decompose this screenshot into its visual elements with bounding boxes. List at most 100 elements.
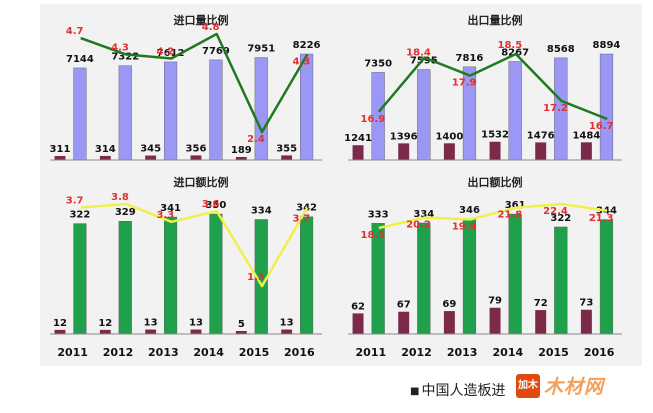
chart-2-bar-small-2016 [580, 142, 592, 160]
watermark-logo: 加木 [516, 373, 540, 398]
chart-1-label-big-2013: 7612 [157, 48, 185, 59]
chart-1-bar-big-2013 [164, 61, 178, 161]
chart-4-bar-big-2013 [462, 218, 477, 335]
chart-2-bar-small-2015 [535, 142, 547, 160]
chart-1-line-label-2015: 2.4 [247, 134, 265, 145]
chart-1-bar-big-2016 [300, 53, 314, 161]
chart-2-bar-big-2016 [599, 53, 614, 161]
chart-3-bar-big-2012 [118, 220, 132, 335]
chart-2-label-big-2013: 7816 [456, 53, 484, 64]
chart-4-tick-2015: 2015 [538, 346, 569, 359]
chart-3-bar-small-2013 [145, 329, 157, 334]
chart-4-bar-small-2012 [398, 311, 410, 334]
chart-4-tick-2014: 2014 [493, 346, 524, 359]
chart-2-line-label-2011: 16.9 [360, 114, 385, 125]
chart-3-label-big-2012: 329 [115, 207, 136, 218]
chart-4-bar-big-2016 [599, 219, 614, 335]
watermark-text: 木材网 [544, 376, 605, 398]
chart-3-line-label-2013: 3.3 [156, 210, 174, 221]
chart-1-line-label-2012: 4.3 [111, 42, 129, 53]
chart-4-line-label-2015: 22.4 [543, 206, 568, 217]
chart-4-label-small-2016: 73 [579, 298, 593, 309]
chart-3-line-label-2012: 3.8 [111, 192, 129, 203]
chart-2-title: 出口量比例 [468, 13, 523, 27]
chart-4-line-label-2011: 18.5 [360, 230, 385, 241]
chart-4-bar-small-2015 [535, 310, 547, 334]
chart-4-label-big-2011: 333 [368, 209, 389, 220]
chart-2-line-label-2013: 17.9 [452, 78, 477, 89]
chart-3-line [80, 202, 309, 288]
chart-2-label-small-2014: 1532 [481, 130, 509, 141]
chart-2-label-small-2011: 1241 [344, 133, 372, 144]
chart-4-label-big-2015: 322 [550, 213, 571, 224]
chart-3-label-small-2011: 12 [53, 318, 67, 329]
chart-2-bar-small-2014 [489, 141, 501, 160]
chart-3-tick-2013: 2013 [148, 346, 179, 359]
chart-4-line-label-2014: 21.8 [497, 210, 522, 221]
chart-2-line-label-2016: 16.7 [589, 121, 614, 132]
chart-3-bar-big-2013 [164, 216, 178, 335]
chart-3-line-label-2015: 1.5 [247, 272, 265, 283]
caption-marker: ■ [410, 386, 420, 397]
chart-3-label-big-2011: 322 [69, 210, 90, 221]
chart-1-bar-small-2011 [54, 155, 66, 160]
chart-2-line [377, 52, 608, 121]
chart-2-bar-big-2014 [508, 61, 522, 161]
chart-4-bar-small-2011 [352, 313, 364, 334]
chart-4-bar-small-2013 [443, 311, 455, 334]
chart-1-bar-small-2015 [235, 157, 247, 160]
chart-1-label-big-2015: 7951 [247, 44, 275, 55]
chart-1-label-big-2011: 7144 [66, 54, 94, 65]
chart-3-tick-2012: 2012 [103, 346, 134, 359]
chart-3-tick-2011: 2011 [57, 346, 88, 359]
chart-4-line-label-2016: 21.3 [589, 213, 614, 224]
chart-4-tick-2012: 2012 [401, 346, 432, 359]
chart-3-tick-2015: 2015 [239, 346, 270, 359]
chart-2-line-label-2012: 18.4 [406, 48, 431, 59]
chart-1-label-big-2016: 8226 [293, 40, 321, 51]
chart-2-bar-small-2013 [443, 143, 455, 160]
chart-4-bar-big-2015 [554, 226, 568, 335]
chart-4-tick-2016: 2016 [584, 346, 615, 359]
chart-4-line-label-2012: 20.2 [406, 220, 431, 231]
chart-4-title: 出口额比例 [468, 175, 523, 189]
chart-4-label-small-2013: 69 [442, 299, 456, 310]
chart-3-line-label-2014: 3.6 [202, 199, 220, 210]
chart-2-bar-small-2011 [352, 145, 364, 160]
chart-4-label-big-2014: 361 [505, 200, 526, 211]
chart-4-bar-big-2012 [417, 222, 431, 335]
chart-2-bar-small-2012 [398, 143, 410, 160]
chart-3-bar-small-2015 [235, 331, 247, 334]
chart-1-line [80, 32, 309, 134]
chart-3-bar-big-2011 [73, 223, 87, 335]
chart-1-label-small-2011: 311 [50, 144, 71, 155]
chart-4-label-small-2012: 67 [397, 300, 411, 311]
chart-3-label-big-2014: 350 [205, 200, 226, 211]
chart-4-label-big-2012: 334 [413, 209, 434, 220]
caption-text: 中国人造板进 [421, 383, 506, 399]
chart-1-label-small-2015: 189 [231, 145, 252, 156]
chart-1-bar-big-2011 [73, 67, 87, 161]
chart-3-bar-small-2014 [190, 329, 202, 334]
chart-1-line-label-2011: 4.7 [66, 26, 84, 37]
chart-1-bar-small-2016 [281, 155, 293, 160]
chart-3-bar-small-2016 [281, 329, 293, 334]
chart-2-label-big-2015: 8568 [547, 44, 575, 55]
chart-2-label-small-2016: 1484 [572, 130, 600, 141]
chart-2-bar-big-2012 [417, 69, 431, 161]
chart-3-label-small-2016: 13 [280, 318, 294, 329]
chart-3-bar-big-2016 [300, 216, 314, 335]
chart-1-label-small-2016: 355 [276, 143, 297, 154]
chart-3-label-small-2014: 13 [189, 318, 203, 329]
chart-1-line-label-2013: 4.2 [156, 47, 174, 58]
chart-2-line-label-2014: 18.5 [497, 40, 522, 51]
chart-4-line [378, 202, 608, 230]
chart-3-bar-small-2012 [99, 329, 111, 334]
chart-4-bar-big-2014 [508, 213, 522, 335]
chart-4-bar-small-2014 [489, 307, 501, 334]
chart-3-tick-2016: 2016 [284, 346, 315, 359]
figure-caption: ■ 中国人造板进 [410, 380, 505, 400]
chart-2-label-small-2013: 1400 [435, 131, 463, 142]
chart-2-label-small-2012: 1396 [390, 131, 418, 142]
chart-1-bar-small-2014 [190, 155, 202, 160]
